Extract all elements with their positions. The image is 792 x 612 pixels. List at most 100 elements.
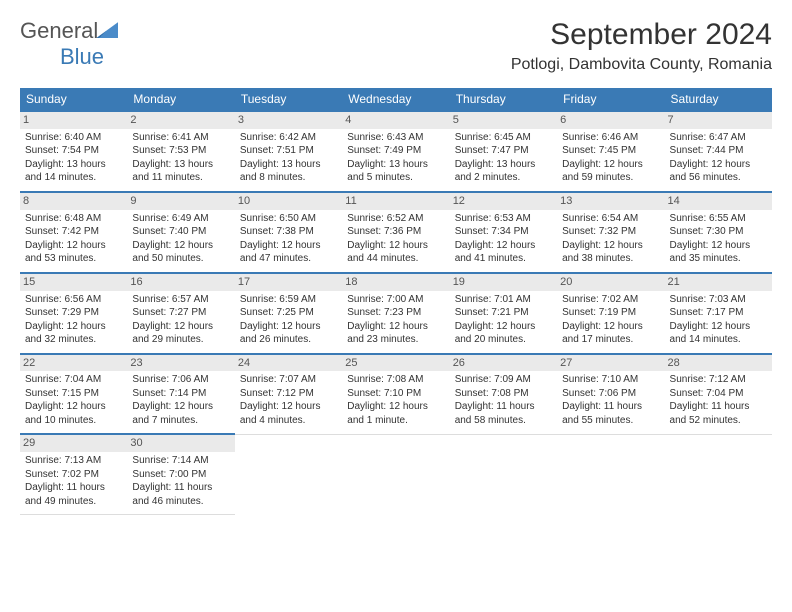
day-info-line: Sunset: 7:10 PM [347,387,444,401]
day-info-line: Sunrise: 7:04 AM [25,373,122,387]
day-info-line: Sunset: 7:27 PM [132,306,229,320]
calendar-day-cell: 23Sunrise: 7:06 AMSunset: 7:14 PMDayligh… [127,354,234,435]
day-info-line: Sunrise: 6:52 AM [347,212,444,226]
day-info-line: Daylight: 11 hours [455,400,552,414]
day-info-line: Sunrise: 6:59 AM [240,293,337,307]
calendar-header-row: SundayMondayTuesdayWednesdayThursdayFrid… [20,88,772,111]
logo-word2: Blue [60,44,104,69]
day-info-line: Sunset: 7:47 PM [455,144,552,158]
weekday-header: Saturday [665,88,772,111]
day-number: 2 [127,112,234,129]
day-info-line: Daylight: 12 hours [347,400,444,414]
calendar-day-cell: 6Sunrise: 6:46 AMSunset: 7:45 PMDaylight… [557,111,664,192]
day-number: 7 [665,112,772,129]
day-info-line: Sunrise: 7:12 AM [670,373,767,387]
day-info-line: and 59 minutes. [562,171,659,185]
day-info-line: Sunset: 7:14 PM [132,387,229,401]
day-info-line: Sunset: 7:30 PM [670,225,767,239]
day-info-line: Sunrise: 6:42 AM [240,131,337,145]
calendar-day-cell: 27Sunrise: 7:10 AMSunset: 7:06 PMDayligh… [557,354,664,435]
day-number: 28 [665,355,772,372]
day-info-line: Sunrise: 6:47 AM [670,131,767,145]
day-info-line: and 52 minutes. [670,414,767,428]
logo-text: General Blue [20,18,118,70]
day-info-line: and 17 minutes. [562,333,659,347]
day-info-line: and 35 minutes. [670,252,767,266]
day-number: 4 [342,112,449,129]
day-info-line: Sunrise: 6:40 AM [25,131,122,145]
day-number: 13 [557,193,664,210]
day-number: 18 [342,274,449,291]
day-info-line: Sunset: 7:15 PM [25,387,122,401]
day-info-line: Sunset: 7:04 PM [670,387,767,401]
day-info-line: Sunrise: 6:43 AM [347,131,444,145]
day-info-line: Sunset: 7:40 PM [132,225,229,239]
day-info-line: and 14 minutes. [25,171,122,185]
day-info-line: Sunrise: 7:06 AM [132,373,229,387]
day-info-line: Daylight: 12 hours [562,320,659,334]
calendar-day-cell: 18Sunrise: 7:00 AMSunset: 7:23 PMDayligh… [342,273,449,354]
day-info-line: Sunset: 7:12 PM [240,387,337,401]
calendar-day-cell: 20Sunrise: 7:02 AMSunset: 7:19 PMDayligh… [557,273,664,354]
day-info-line: Sunset: 7:06 PM [562,387,659,401]
calendar-day-cell: 22Sunrise: 7:04 AMSunset: 7:15 PMDayligh… [20,354,127,435]
day-number: 14 [665,193,772,210]
calendar-day-cell: 11Sunrise: 6:52 AMSunset: 7:36 PMDayligh… [342,192,449,273]
day-info-line: Daylight: 11 hours [562,400,659,414]
calendar-week-row: 22Sunrise: 7:04 AMSunset: 7:15 PMDayligh… [20,354,772,435]
day-info-line: Sunrise: 7:10 AM [562,373,659,387]
calendar-day-cell [557,434,664,514]
day-info-line: Sunset: 7:29 PM [25,306,122,320]
day-info-line: Sunset: 7:34 PM [455,225,552,239]
day-info-line: Sunrise: 6:49 AM [132,212,229,226]
day-info-line: Sunset: 7:51 PM [240,144,337,158]
calendar-day-cell: 10Sunrise: 6:50 AMSunset: 7:38 PMDayligh… [235,192,342,273]
calendar-day-cell: 2Sunrise: 6:41 AMSunset: 7:53 PMDaylight… [127,111,234,192]
calendar-day-cell: 26Sunrise: 7:09 AMSunset: 7:08 PMDayligh… [450,354,557,435]
calendar-day-cell: 16Sunrise: 6:57 AMSunset: 7:27 PMDayligh… [127,273,234,354]
day-info-line: Daylight: 13 hours [25,158,122,172]
day-info-line: Daylight: 12 hours [562,158,659,172]
day-info-line: Sunrise: 6:45 AM [455,131,552,145]
day-info-line: Sunset: 7:45 PM [562,144,659,158]
day-info-line: Daylight: 12 hours [240,239,337,253]
day-info-line: Sunrise: 6:46 AM [562,131,659,145]
weekday-header: Thursday [450,88,557,111]
calendar-day-cell: 5Sunrise: 6:45 AMSunset: 7:47 PMDaylight… [450,111,557,192]
day-info-line: and 23 minutes. [347,333,444,347]
weekday-header: Sunday [20,88,127,111]
calendar-day-cell: 29Sunrise: 7:13 AMSunset: 7:02 PMDayligh… [20,434,127,514]
weekday-header: Friday [557,88,664,111]
day-number: 16 [127,274,234,291]
day-info-line: and 8 minutes. [240,171,337,185]
day-number: 26 [450,355,557,372]
logo-word1: General [20,18,98,43]
calendar-day-cell [450,434,557,514]
day-info-line: Sunset: 7:23 PM [347,306,444,320]
day-info-line: and 2 minutes. [455,171,552,185]
day-info-line: Sunset: 7:32 PM [562,225,659,239]
day-number: 21 [665,274,772,291]
calendar-week-row: 15Sunrise: 6:56 AMSunset: 7:29 PMDayligh… [20,273,772,354]
day-info-line: Daylight: 13 hours [347,158,444,172]
day-info-line: Daylight: 12 hours [240,320,337,334]
day-info-line: Sunrise: 6:53 AM [455,212,552,226]
day-info-line: Daylight: 12 hours [132,239,229,253]
day-info-line: Daylight: 12 hours [25,320,122,334]
day-info-line: and 56 minutes. [670,171,767,185]
day-info-line: and 50 minutes. [132,252,229,266]
day-info-line: and 1 minute. [347,414,444,428]
day-number: 1 [20,112,127,129]
day-info-line: Sunset: 7:08 PM [455,387,552,401]
day-info-line: and 58 minutes. [455,414,552,428]
calendar-day-cell: 4Sunrise: 6:43 AMSunset: 7:49 PMDaylight… [342,111,449,192]
header: General Blue September 2024 Potlogi, Dam… [20,18,772,74]
day-number: 3 [235,112,342,129]
day-info-line: Sunrise: 7:01 AM [455,293,552,307]
calendar-day-cell: 8Sunrise: 6:48 AMSunset: 7:42 PMDaylight… [20,192,127,273]
day-info-line: Daylight: 12 hours [25,400,122,414]
calendar-day-cell: 7Sunrise: 6:47 AMSunset: 7:44 PMDaylight… [665,111,772,192]
day-info-line: Sunrise: 7:08 AM [347,373,444,387]
calendar-day-cell: 9Sunrise: 6:49 AMSunset: 7:40 PMDaylight… [127,192,234,273]
day-info-line: and 5 minutes. [347,171,444,185]
